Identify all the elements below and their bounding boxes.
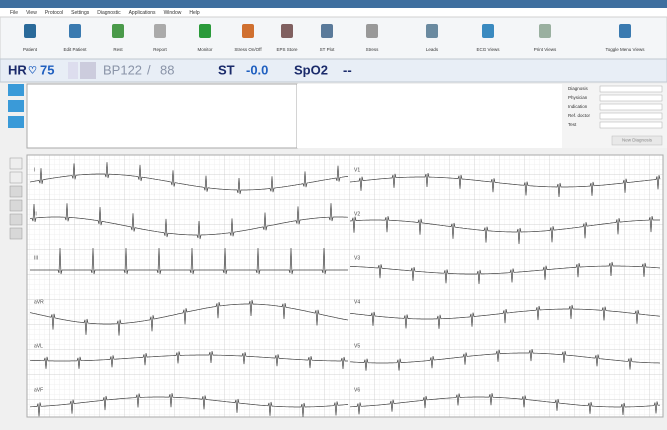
ecg-trace: [30, 351, 348, 370]
st-label: ST: [218, 62, 235, 77]
ecg-trace: [350, 393, 661, 416]
tool-icon[interactable]: [199, 24, 211, 38]
ecg-trace: [29, 203, 348, 240]
title-bar: [0, 0, 667, 8]
hr-label: HR: [8, 62, 27, 77]
ecg-trace: [349, 216, 660, 245]
tool-icon[interactable]: [426, 24, 438, 38]
bp-separator: /: [147, 62, 151, 77]
tool-label[interactable]: ST Plot: [320, 47, 335, 52]
form-label: Test: [568, 122, 577, 127]
ecg-trace: [349, 173, 661, 198]
tool-icon[interactable]: [539, 24, 551, 38]
menu-item[interactable]: Protocol: [45, 10, 63, 16]
form-label: Diagnosis: [568, 86, 589, 91]
lead-label: III: [34, 255, 38, 261]
lead-label: aVL: [34, 343, 43, 349]
form-field[interactable]: [599, 103, 663, 111]
form-field[interactable]: [599, 121, 663, 129]
menu-item[interactable]: View: [26, 10, 37, 16]
menu-item[interactable]: Help: [189, 10, 200, 16]
ecg-trace: [29, 299, 349, 336]
menu-item[interactable]: Diagnostic: [97, 10, 121, 16]
ecg-grid: [26, 154, 664, 418]
form-button-label[interactable]: New Diagnosis: [622, 138, 653, 143]
hr-spinner[interactable]: [68, 62, 78, 79]
menu-item[interactable]: Settings: [71, 10, 90, 16]
menu-item[interactable]: Window: [164, 10, 182, 16]
tool-label[interactable]: Monitor: [197, 47, 213, 52]
bp-value: BP122: [103, 62, 142, 77]
toolbar: [0, 16, 667, 60]
form-field[interactable]: [599, 85, 663, 93]
side-button[interactable]: [8, 116, 24, 128]
tool-icon[interactable]: [281, 24, 293, 38]
spo2-label: SpO2: [294, 62, 328, 77]
tool-icon[interactable]: [366, 24, 378, 38]
tool-label[interactable]: Stress On/Off: [234, 47, 262, 52]
lead-label: V3: [354, 255, 360, 261]
tool-label[interactable]: Edit Patient: [63, 47, 87, 52]
tool-icon[interactable]: [242, 24, 254, 38]
lead-label: aVR: [34, 299, 44, 305]
tool-label[interactable]: EPS Store: [276, 47, 298, 52]
ecg-tool[interactable]: [9, 157, 23, 170]
lead-label: V5: [354, 343, 360, 349]
tool-icon[interactable]: [321, 24, 333, 38]
ecg-tool[interactable]: [9, 171, 23, 184]
tool-label[interactable]: Stress: [366, 47, 380, 52]
lead-label: V1: [354, 167, 360, 173]
form-label: Indication: [568, 104, 588, 109]
menu-item[interactable]: File: [10, 10, 18, 16]
ecg-trace: [29, 162, 349, 195]
form-button[interactable]: [611, 135, 663, 146]
ecg-trace: [350, 261, 661, 285]
tool-label[interactable]: Report: [153, 47, 167, 52]
ecg-trace: [30, 393, 349, 418]
hr-value: 75: [40, 62, 54, 77]
menu-item[interactable]: Applications: [129, 10, 156, 16]
ecg-trace: [349, 304, 661, 329]
tool-icon[interactable]: [69, 24, 81, 38]
ecg-tool[interactable]: [9, 227, 23, 240]
lead-label: V2: [354, 211, 360, 217]
tool-icon[interactable]: [24, 24, 36, 38]
hr-icon: [80, 62, 96, 79]
tool-icon[interactable]: [154, 24, 166, 38]
tool-label[interactable]: Leads: [426, 47, 439, 52]
lead-label: I: [34, 167, 35, 173]
trend-panel: [26, 83, 298, 149]
form-field[interactable]: [599, 94, 663, 102]
tool-icon[interactable]: [619, 24, 631, 38]
tool-label[interactable]: ECG Views: [477, 47, 501, 52]
tool-icon[interactable]: [482, 24, 494, 38]
vitals-bar: [0, 58, 667, 83]
form-label: Physician: [568, 95, 588, 100]
lead-label: aVF: [34, 387, 43, 393]
tool-label[interactable]: Patient: [23, 47, 38, 52]
lead-label: II: [34, 211, 37, 217]
heart-icon: ♡: [28, 66, 37, 77]
info-panel: [297, 84, 562, 148]
ecg-trace: [30, 247, 348, 275]
lead-label: V6: [354, 387, 360, 393]
bp-diastolic: 88: [160, 62, 174, 77]
side-button[interactable]: [8, 84, 24, 96]
tool-label[interactable]: Toggle Menu Views: [606, 47, 646, 52]
menu-bar: [0, 8, 667, 17]
spo2-value: --: [343, 62, 352, 77]
ecg-tool[interactable]: [9, 199, 23, 212]
tool-icon[interactable]: [112, 24, 124, 38]
ecg-tool[interactable]: [9, 213, 23, 226]
form-label: Ref. doctor: [568, 113, 591, 118]
ecg-tool[interactable]: [9, 185, 23, 198]
st-value: -0.0: [246, 62, 268, 77]
tool-label[interactable]: Rest: [113, 47, 123, 52]
lead-label: V4: [354, 299, 360, 305]
side-button[interactable]: [8, 100, 24, 112]
tool-label[interactable]: Print Views: [534, 47, 557, 52]
ecg-trace: [349, 349, 660, 371]
form-field[interactable]: [599, 112, 663, 120]
